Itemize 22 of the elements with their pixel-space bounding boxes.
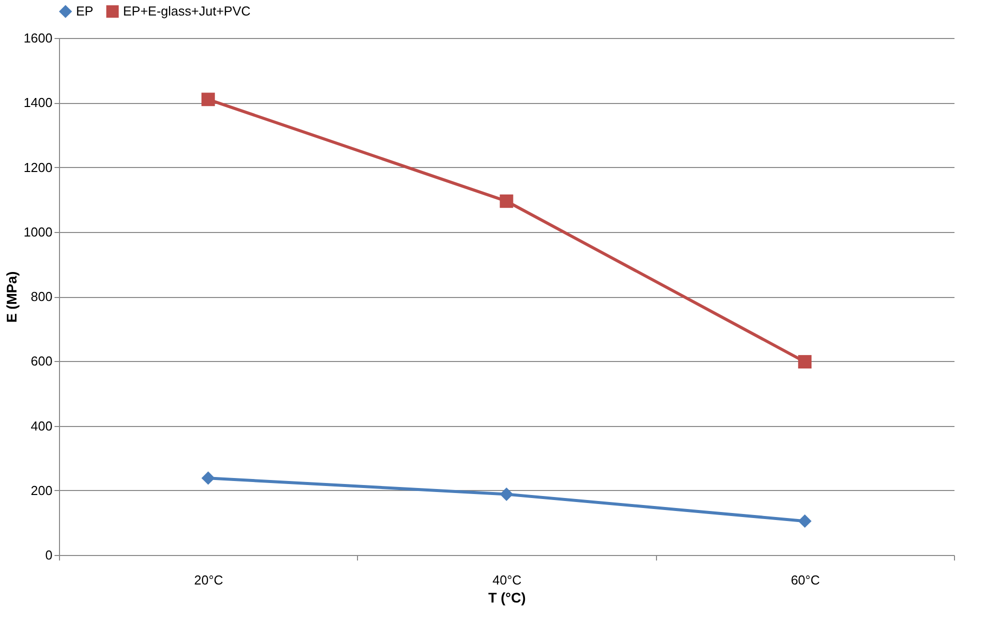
legend-label: EP xyxy=(76,4,94,19)
point xyxy=(201,471,215,485)
x-tick-label: 20°C xyxy=(194,572,224,588)
y-axis-title: E (MPa) xyxy=(4,271,20,323)
y-tick-label: 1400 xyxy=(24,95,52,110)
x-axis-title: T (°C) xyxy=(488,590,526,606)
y-tick-label: 1000 xyxy=(24,224,52,240)
x-tick-label: 60°C xyxy=(790,572,820,588)
x-tick-label: 40°C xyxy=(492,572,522,588)
y-tick-label: 1200 xyxy=(24,160,52,175)
y-tick-label: 600 xyxy=(30,354,52,369)
point xyxy=(798,514,812,528)
y-tick-label: 1600 xyxy=(24,30,52,46)
point xyxy=(500,488,514,501)
point xyxy=(201,92,215,106)
y-tick-label: 200 xyxy=(30,482,52,498)
y-tick-label: 0 xyxy=(45,548,52,562)
point xyxy=(798,355,812,368)
legend-label: EP+E-glass+Jut+PVC xyxy=(123,4,251,19)
y-tick-label: 800 xyxy=(30,289,52,304)
point xyxy=(500,194,514,208)
y-tick-label: 400 xyxy=(30,418,52,434)
